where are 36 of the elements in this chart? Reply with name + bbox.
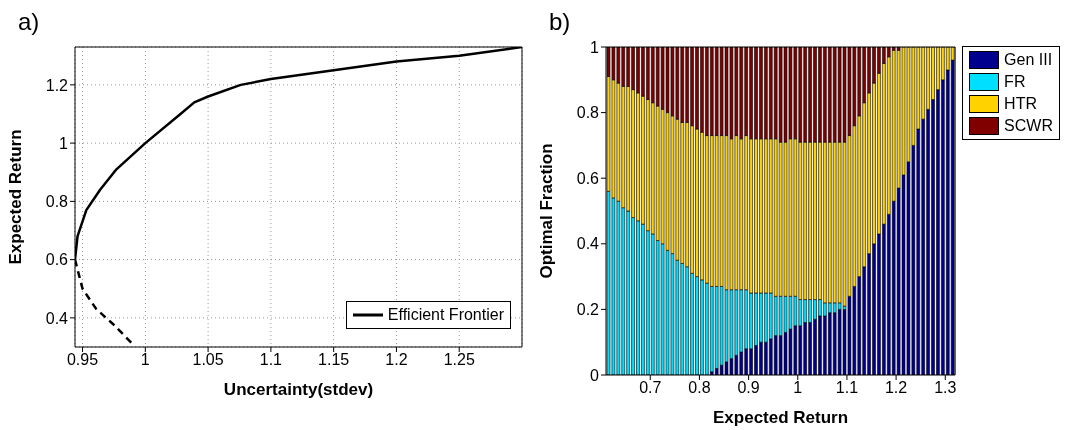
x-tick-label: 1.3 xyxy=(934,379,957,397)
legend-label: FR xyxy=(1004,72,1026,92)
chart-title: a) xyxy=(17,8,41,36)
x-tick-label: 0.95 xyxy=(66,351,99,369)
y-tick-label: 1.2 xyxy=(45,76,69,94)
x-tick-label: 1.15 xyxy=(318,351,350,369)
y-tick-label: 0 xyxy=(590,366,600,384)
x-tick-label: 1.25 xyxy=(443,351,475,369)
x-tick-label: 1.2 xyxy=(385,351,408,369)
y-tick-label: 0.6 xyxy=(576,169,600,187)
y-tick-label: 0.6 xyxy=(45,251,69,269)
x-tick-label: 0.7 xyxy=(639,379,662,397)
x-tick-label: 0.8 xyxy=(688,379,711,397)
y-tick-label: 0.2 xyxy=(576,301,600,319)
y-tick-label: 0.8 xyxy=(45,193,69,211)
legend-label: Efficient Frontier xyxy=(387,305,504,325)
x-axis-title: Uncertainty(stdev) xyxy=(223,380,374,399)
y-tick-label: 0.4 xyxy=(576,235,600,253)
x-tick-label: 1.2 xyxy=(884,379,908,397)
x-tick-label: 1.05 xyxy=(192,351,224,369)
y-axis-title: Optimal Fraction xyxy=(537,143,557,279)
x-tick-label: 1.1 xyxy=(835,379,859,397)
legend-label: SCWR xyxy=(1004,116,1053,136)
y-tick-label: 0.4 xyxy=(45,309,69,327)
y-tick-label: 0.8 xyxy=(576,104,600,122)
legend-label: Gen III xyxy=(1004,50,1053,70)
x-tick-label: 1 xyxy=(140,351,150,369)
x-tick-label: 1 xyxy=(793,379,803,397)
legend-label: HTR xyxy=(1004,94,1037,114)
x-tick-label: 0.9 xyxy=(737,379,760,397)
y-tick-label: 1 xyxy=(59,134,69,152)
x-tick-label: 1.1 xyxy=(259,351,283,369)
y-tick-label: 1 xyxy=(590,38,600,56)
y-axis-title: Expected Return xyxy=(6,129,26,265)
chart-title: b) xyxy=(548,8,572,36)
x-axis-title: Expected Return xyxy=(713,408,849,427)
